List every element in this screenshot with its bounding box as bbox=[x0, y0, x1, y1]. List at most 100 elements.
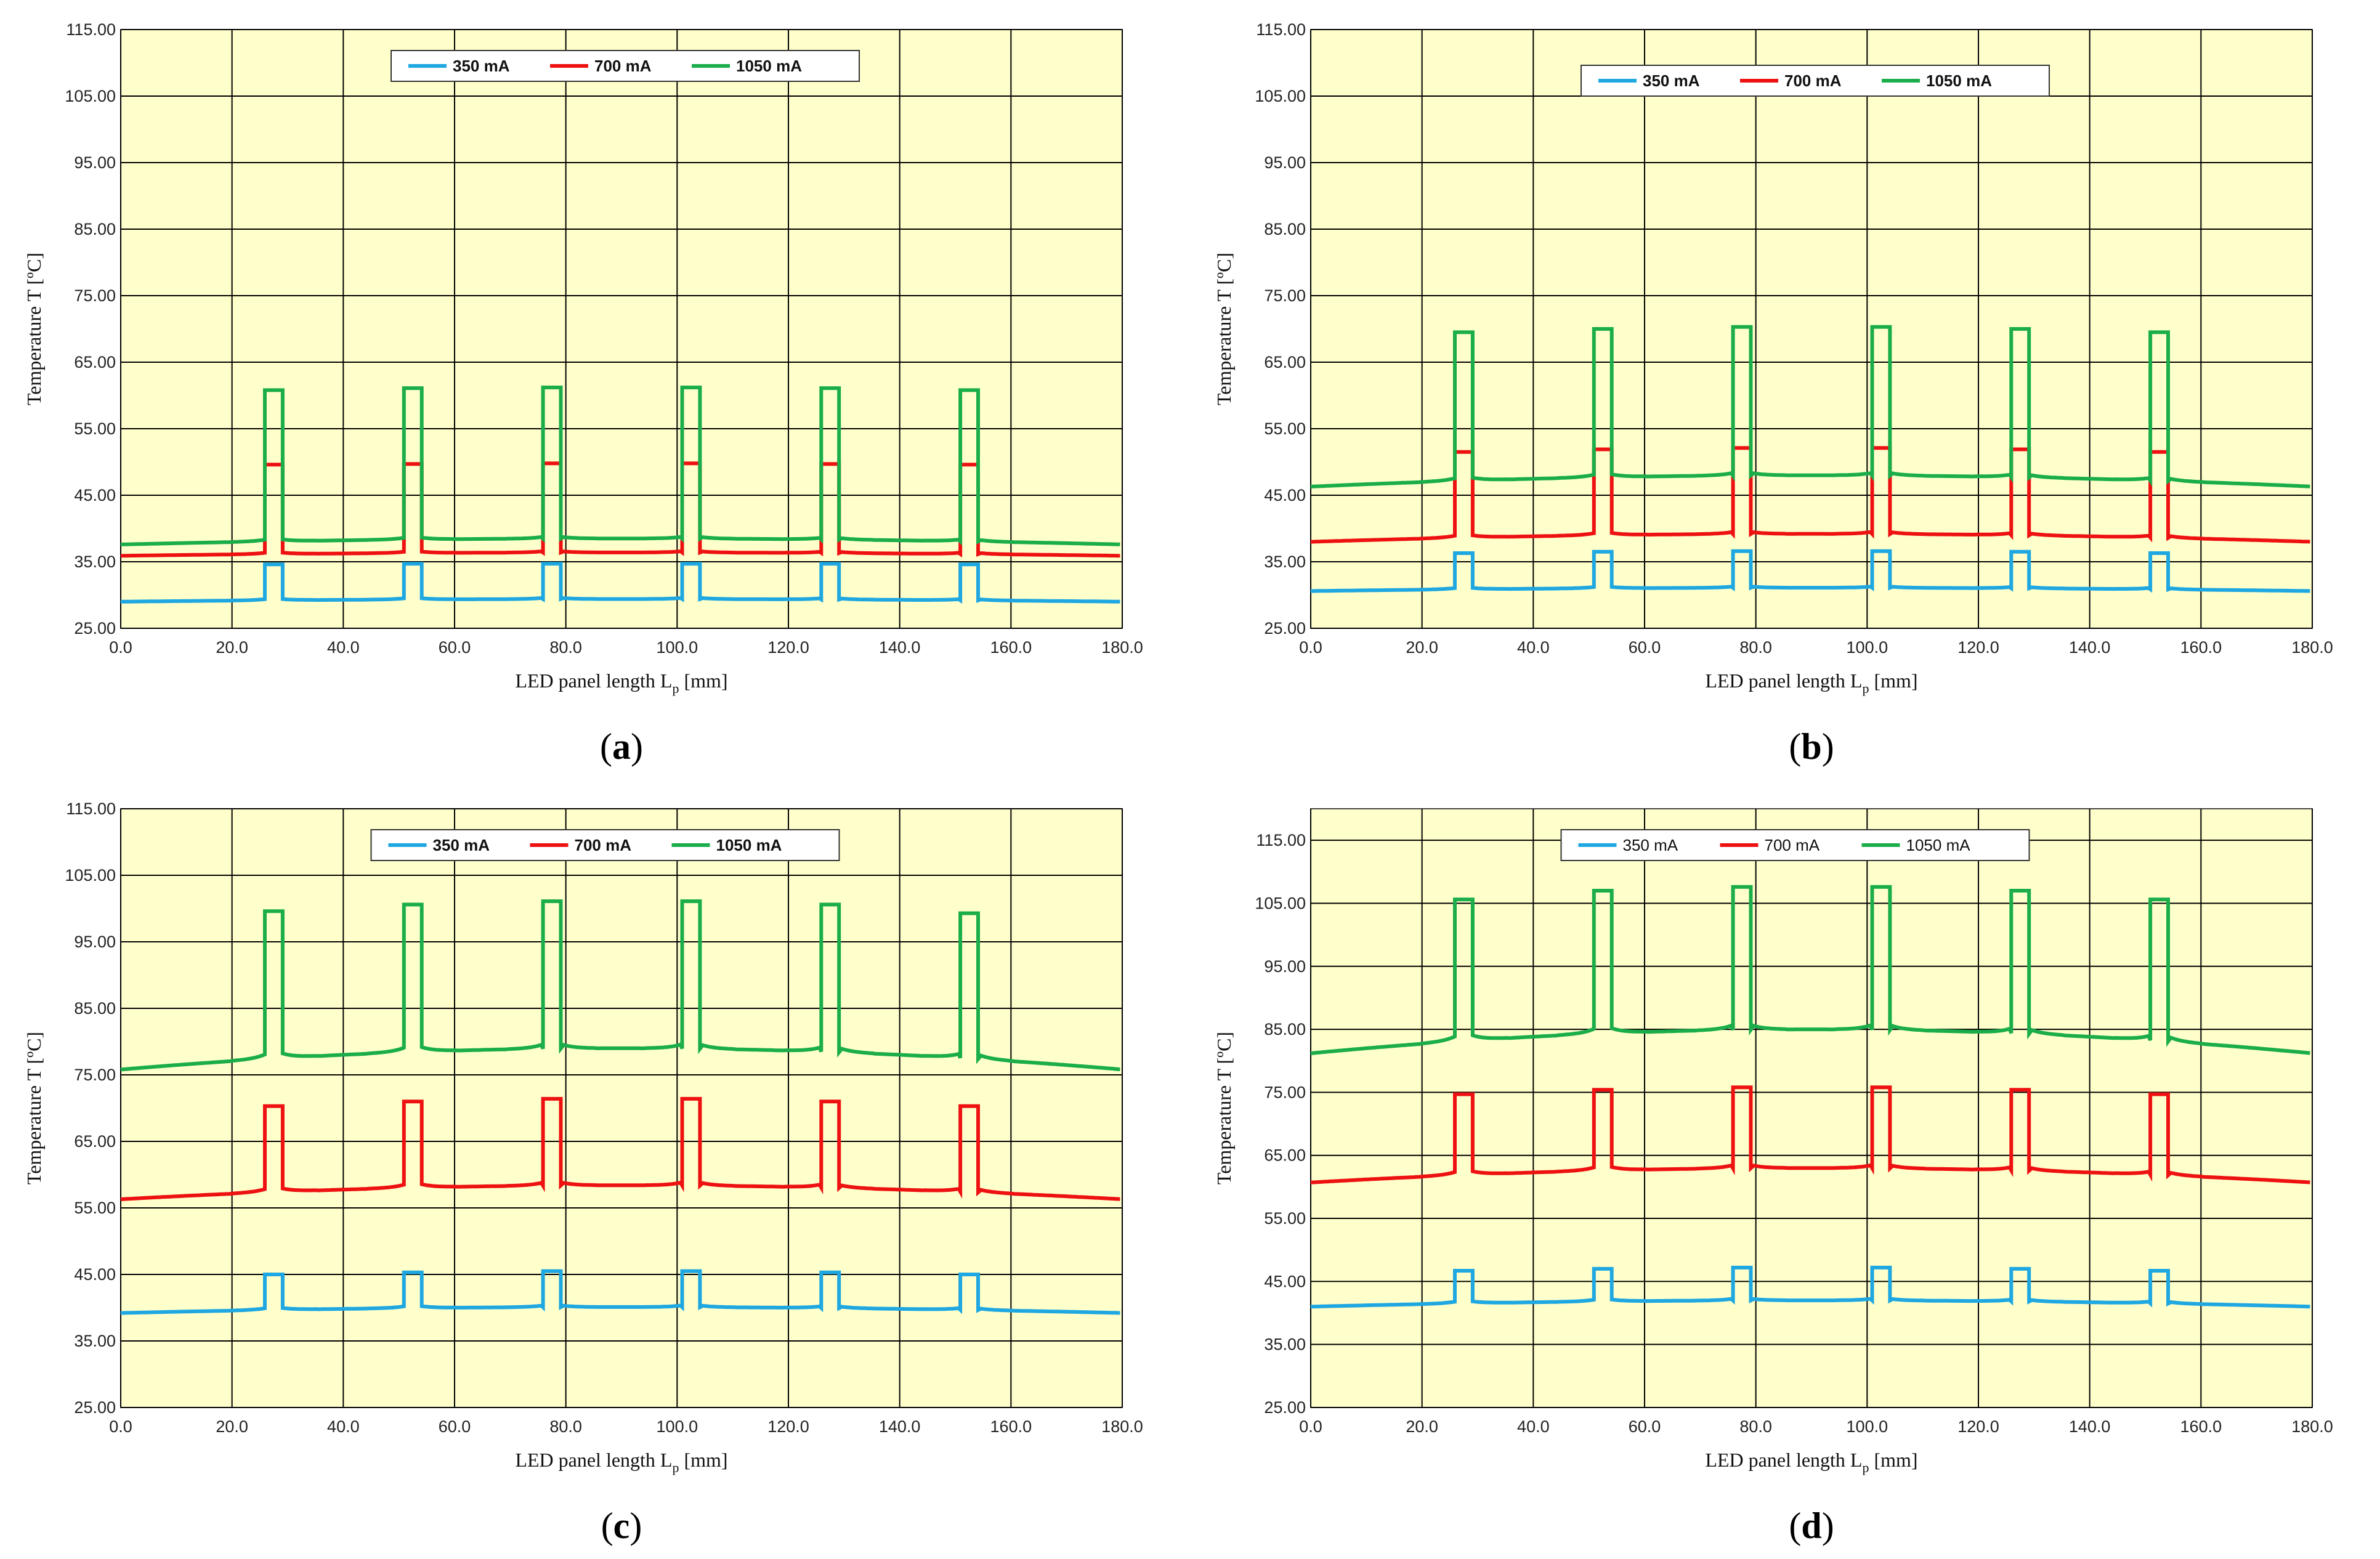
x-tick-label: 60.0 bbox=[439, 1417, 471, 1436]
chart-panel-b: 25.00 35.00 45.00 55.00 65.00 75.00 85.00 95.00… bbox=[1190, 0, 2380, 779]
x-tick-label: 100.0 bbox=[657, 638, 698, 657]
y-tick-label: 55.00 bbox=[1264, 1209, 1306, 1228]
chart-panel-d: 25.00 35.00 45.00 55.00 65.00 75.00 85.00 95.00… bbox=[1190, 779, 2380, 1558]
legend-label: 700 mA bbox=[594, 57, 652, 75]
x-tick-label: 60.0 bbox=[439, 638, 471, 657]
x-tick-label: 20.0 bbox=[1406, 1417, 1438, 1436]
y-axis-title: Temperature T [ºC] bbox=[23, 253, 45, 405]
y-tick-label: 75.00 bbox=[74, 1066, 116, 1084]
x-tick-label: 20.0 bbox=[216, 1417, 248, 1436]
plot-area bbox=[1310, 808, 2313, 1408]
y-tick-label: 25.00 bbox=[1264, 1398, 1306, 1417]
plot-area bbox=[120, 808, 1123, 1408]
chart-svg: 25.00 35.00 45.00 55.00 65.00 75.00 85.00 95.00… bbox=[23, 800, 1143, 1546]
x-axis-title: LED panel length Lp [mm] bbox=[515, 1449, 727, 1475]
series-line-350-ma bbox=[121, 562, 1120, 604]
y-tick-label: 105.00 bbox=[65, 87, 116, 105]
x-axis-title: LED panel length Lp [mm] bbox=[1705, 1449, 1917, 1475]
panel-caption: (b) bbox=[1789, 726, 1834, 767]
y-tick-label: 45.00 bbox=[74, 486, 116, 504]
chart-panel-a: 25.00 35.00 45.00 55.00 65.00 75.00 85.00 95.00… bbox=[0, 0, 1190, 779]
y-tick-label: 105.00 bbox=[1255, 87, 1306, 105]
y-axis-title: Temperature T [ºC] bbox=[23, 1032, 45, 1184]
y-tick-label: 65.00 bbox=[74, 1132, 116, 1151]
y-tick-label: 55.00 bbox=[1264, 419, 1306, 438]
legend-label: 700 mA bbox=[575, 836, 632, 854]
y-tick-label: 85.00 bbox=[74, 999, 116, 1018]
y-tick-label: 65.00 bbox=[1264, 1146, 1306, 1165]
x-tick-label: 140.0 bbox=[879, 1417, 921, 1436]
legend-label: 1050 mA bbox=[736, 57, 802, 75]
x-tick-label: 40.0 bbox=[327, 638, 360, 657]
legend-label: 1050 mA bbox=[1926, 71, 1992, 90]
x-tick-label: 80.0 bbox=[549, 638, 582, 657]
y-tick-label: 75.00 bbox=[1264, 1083, 1306, 1101]
y-tick-label: 75.00 bbox=[74, 286, 116, 305]
series-line-700-ma bbox=[120, 1096, 1120, 1201]
x-tick-label: 120.0 bbox=[1957, 638, 1999, 657]
y-tick-label: 25.00 bbox=[74, 619, 116, 638]
y-axis-title: Temperature T [ºC] bbox=[1213, 253, 1235, 405]
x-tick-label: 160.0 bbox=[990, 638, 1032, 657]
series-line-350-ma bbox=[1310, 1265, 2310, 1309]
x-tick-label: 180.0 bbox=[1101, 638, 1143, 657]
x-tick-label: 40.0 bbox=[327, 1417, 360, 1436]
y-tick-label: 115.00 bbox=[66, 800, 116, 818]
x-tick-label: 140.0 bbox=[879, 638, 921, 657]
x-tick-label: 100.0 bbox=[1847, 638, 1888, 657]
y-tick-label: 55.00 bbox=[74, 1199, 116, 1217]
chart-svg: 25.00 35.00 45.00 55.00 65.00 75.00 85.00 95.00… bbox=[23, 20, 1143, 767]
y-tick-label: 95.00 bbox=[74, 153, 116, 172]
x-tick-label: 0.0 bbox=[1299, 1417, 1322, 1436]
y-tick-label: 35.00 bbox=[74, 1332, 116, 1350]
series-line-1050-ma bbox=[120, 386, 1120, 546]
series-line-1050-ma bbox=[1310, 885, 2310, 1055]
legend-label: 350 mA bbox=[1623, 836, 1678, 854]
legend-label: 350 mA bbox=[1643, 71, 1700, 90]
y-tick-label: 105.00 bbox=[1255, 894, 1306, 912]
panel-caption: (c) bbox=[601, 1505, 642, 1546]
panel-caption: (d) bbox=[1789, 1505, 1834, 1546]
y-tick-label: 45.00 bbox=[1264, 1272, 1306, 1290]
x-tick-label: 0.0 bbox=[1299, 638, 1322, 657]
x-tick-label: 60.0 bbox=[1629, 1417, 1661, 1436]
series-line-700-ma bbox=[1310, 446, 2310, 544]
x-tick-label: 80.0 bbox=[1739, 638, 1772, 657]
y-tick-label: 35.00 bbox=[74, 553, 116, 571]
x-tick-label: 180.0 bbox=[2291, 1417, 2333, 1436]
legend: 350 mA 700 mA 1050 mA bbox=[1560, 829, 2030, 861]
y-tick-label: 115.00 bbox=[1256, 831, 1306, 849]
x-tick-label: 120.0 bbox=[767, 1417, 809, 1436]
y-tick-label: 65.00 bbox=[1264, 353, 1306, 371]
panel-caption: (a) bbox=[600, 726, 643, 767]
plot-area bbox=[1310, 29, 2313, 629]
y-tick-label: 85.00 bbox=[74, 220, 116, 238]
chart-svg: 25.00 35.00 45.00 55.00 65.00 75.00 85.00 95.00… bbox=[1213, 808, 2333, 1546]
legend: 350 mA 700 mA 1050 mA bbox=[370, 829, 840, 861]
series-line-350-ma bbox=[120, 1269, 1120, 1315]
legend-label: 1050 mA bbox=[1906, 836, 1971, 854]
y-tick-label: 95.00 bbox=[74, 933, 116, 951]
y-tick-label: 65.00 bbox=[74, 353, 116, 371]
x-tick-label: 160.0 bbox=[2180, 638, 2222, 657]
y-tick-label: 55.00 bbox=[74, 419, 116, 438]
x-tick-label: 80.0 bbox=[549, 1417, 582, 1436]
y-tick-label: 35.00 bbox=[1264, 1335, 1306, 1354]
y-tick-label: 85.00 bbox=[1264, 220, 1306, 238]
x-axis-title: LED panel length Lp [mm] bbox=[1705, 670, 1917, 696]
y-tick-label: 115.00 bbox=[1256, 20, 1306, 39]
x-tick-label: 80.0 bbox=[1739, 1417, 1772, 1436]
legend: 350 mA 700 mA 1050 mA bbox=[1581, 65, 2050, 97]
legend: 350 mA 700 mA 1050 mA bbox=[391, 50, 860, 82]
y-tick-label: 45.00 bbox=[1264, 486, 1306, 504]
series-line-1050-ma bbox=[120, 899, 1120, 1072]
y-tick-label: 25.00 bbox=[1264, 619, 1306, 638]
x-tick-label: 140.0 bbox=[2069, 1417, 2111, 1436]
x-tick-label: 100.0 bbox=[657, 1417, 698, 1436]
x-tick-label: 0.0 bbox=[109, 1417, 132, 1436]
x-tick-label: 160.0 bbox=[990, 1417, 1032, 1436]
x-tick-label: 20.0 bbox=[1406, 638, 1438, 657]
x-tick-label: 160.0 bbox=[2180, 1417, 2222, 1436]
series-line-700-ma bbox=[1310, 1085, 2310, 1184]
chart-panel-c: 25.00 35.00 45.00 55.00 65.00 75.00 85.00 95.00… bbox=[0, 779, 1190, 1558]
